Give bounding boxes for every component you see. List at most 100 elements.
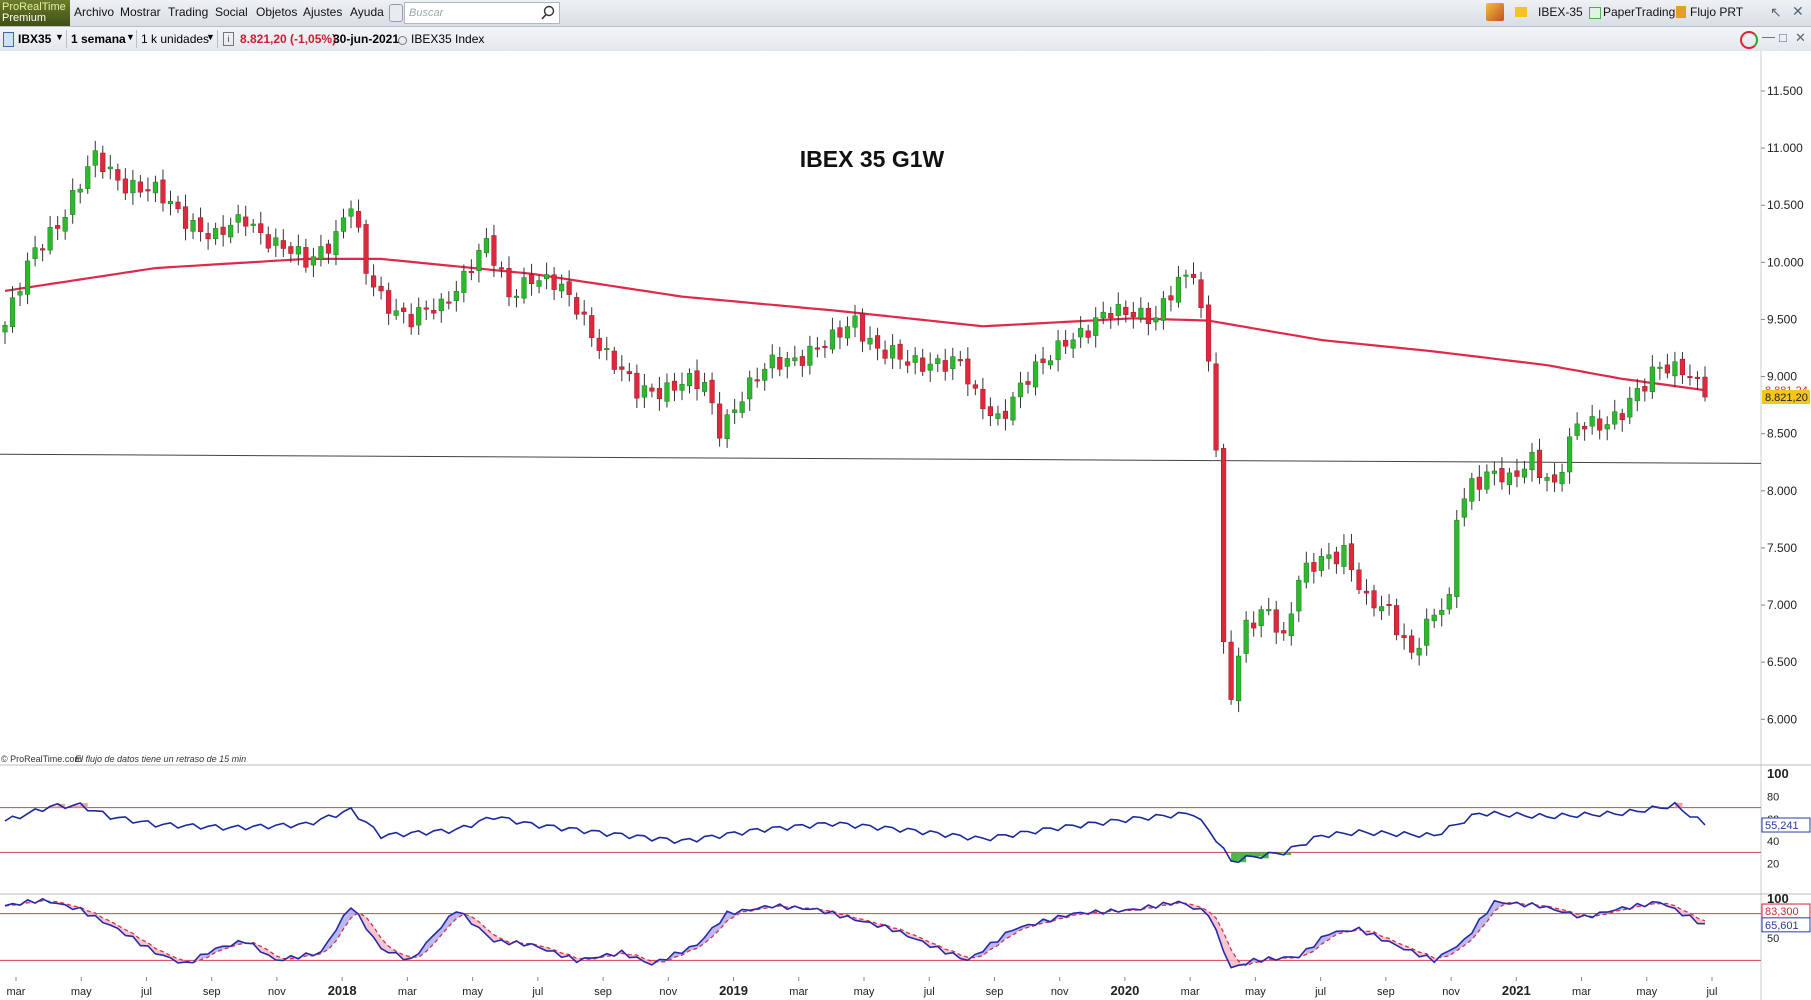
candle-body: [1190, 273, 1197, 278]
candle-body: [235, 214, 241, 223]
candle-body: [1544, 477, 1550, 481]
candle-body: [724, 414, 730, 440]
chevron-down-icon[interactable]: ▼: [206, 32, 215, 42]
stoch-fill: [1328, 931, 1337, 940]
chevron-down-icon[interactable]: ▼: [126, 32, 135, 42]
stoch-fill: [441, 916, 449, 936]
time-tick-label: jul: [1705, 986, 1717, 998]
time-tick-label: sep: [203, 986, 221, 998]
price-chart[interactable]: 11.500 11.000 10.500 10.000 9.500 9.000 8.500 8…: [0, 51, 1811, 1000]
menu-archivo[interactable]: Archivo: [74, 5, 115, 19]
candle-body: [1664, 364, 1670, 374]
index-name: IBEX35 Index: [411, 32, 485, 46]
search-icon[interactable]: [540, 5, 556, 21]
units-selector[interactable]: 1 k unidades: [141, 32, 210, 46]
stoch-fill: [990, 941, 998, 950]
close-icon[interactable]: ✕: [1792, 3, 1804, 19]
search-input[interactable]: Buscar: [404, 2, 560, 24]
stoch-fill: [704, 927, 713, 944]
candle-body: [686, 373, 693, 386]
candle-body: [393, 310, 399, 316]
candle-body: [288, 246, 294, 254]
menu-ajustes[interactable]: Ajustes: [303, 5, 343, 19]
price-tick-label: 11.500: [1767, 84, 1803, 98]
candle-body: [656, 388, 663, 400]
candle-body: [1145, 307, 1151, 324]
candle-body: [1198, 279, 1204, 308]
candle-body: [47, 227, 53, 251]
maximize-icon[interactable]: □: [1779, 30, 1787, 45]
candle-body: [1010, 396, 1016, 421]
paper-trading[interactable]: PaperTrading: [1603, 5, 1676, 19]
stoch-fill: [1321, 934, 1329, 945]
flujo-prt[interactable]: Flujo PRT: [1690, 5, 1744, 19]
candle-body: [814, 347, 820, 350]
menu-mostrar[interactable]: Mostrar: [120, 5, 161, 19]
rsi-value-label: 55,241: [1765, 820, 1799, 832]
rsi-tick-label: 80: [1767, 791, 1779, 803]
candle-body: [1333, 551, 1339, 565]
candle-body: [228, 224, 234, 238]
candle-body: [965, 358, 971, 385]
candle-body: [777, 356, 783, 370]
candle-body: [829, 329, 836, 350]
price-tick-label: 6.500: [1767, 655, 1797, 669]
chart-type-icon[interactable]: [3, 32, 14, 47]
radio-icon[interactable]: [398, 36, 407, 45]
candle-body: [340, 217, 347, 232]
candle-body: [273, 237, 279, 246]
candle-body: [1236, 655, 1242, 702]
price-tick-label: 6.000: [1767, 712, 1797, 726]
minimize-icon[interactable]: —: [1762, 29, 1775, 44]
candle-body: [1679, 358, 1686, 376]
candle-body: [1160, 298, 1166, 321]
candle-body: [92, 150, 98, 166]
timeframe-selector[interactable]: 1 semana: [71, 32, 126, 46]
symbol-selector[interactable]: IBX35: [18, 32, 52, 46]
lock-icon[interactable]: [389, 4, 403, 22]
flag-icon[interactable]: [1515, 7, 1527, 17]
candle-body: [574, 297, 580, 315]
candle-body: [333, 231, 339, 256]
instrument-ibex35[interactable]: IBEX-35: [1538, 5, 1583, 19]
candle-body: [243, 216, 249, 227]
candle-body: [747, 377, 753, 400]
candle-body: [1063, 339, 1069, 347]
menu-trading[interactable]: Trading: [168, 5, 209, 19]
candle-body: [792, 357, 798, 362]
draw-tools-icon[interactable]: [1486, 3, 1504, 21]
last-price-label: 8.821,20: [1765, 392, 1808, 404]
candle-body: [1484, 471, 1490, 490]
close-icon[interactable]: ✕: [1795, 30, 1806, 45]
info-icon[interactable]: i: [223, 32, 234, 46]
menu-ayuda[interactable]: Ayuda: [350, 5, 384, 19]
prorealtime-logo[interactable]: ProRealTime Premium: [0, 0, 70, 26]
candle-body: [890, 345, 896, 359]
candle-body: [1093, 317, 1099, 336]
chart-toolbar: IBX35 ▼ 1 semana ▼ 1 k unidades ▼ i 8.82…: [0, 27, 1811, 52]
minimize-icon[interactable]: ↖: [1770, 4, 1782, 20]
candle-body: [220, 226, 226, 235]
time-tick-label: mar: [7, 986, 26, 998]
stoch-k-value-label: 65,601: [1765, 920, 1799, 932]
candle-body: [528, 274, 535, 284]
chevron-down-icon[interactable]: ▼: [55, 32, 64, 42]
last-price-label-bg: [1762, 390, 1810, 405]
menu-objetos[interactable]: Objetos: [256, 5, 298, 19]
candle-body: [1243, 619, 1249, 654]
candle-body: [107, 166, 113, 170]
price-tick-label: 8.500: [1767, 427, 1797, 441]
candle-body: [1258, 609, 1264, 626]
candle-body: [325, 243, 332, 254]
stoch-fill: [268, 950, 276, 960]
time-tick-label: may: [854, 986, 875, 998]
rsi-tick-label: 40: [1767, 836, 1779, 848]
candle-body: [807, 345, 813, 366]
candle-body: [912, 355, 918, 363]
menu-social[interactable]: Social: [215, 5, 248, 19]
candle-body: [17, 291, 23, 296]
candle-body: [641, 385, 647, 398]
time-tick-label: 2021: [1502, 983, 1531, 998]
refresh-icon[interactable]: [1740, 31, 1758, 49]
candle-body: [1476, 476, 1482, 490]
